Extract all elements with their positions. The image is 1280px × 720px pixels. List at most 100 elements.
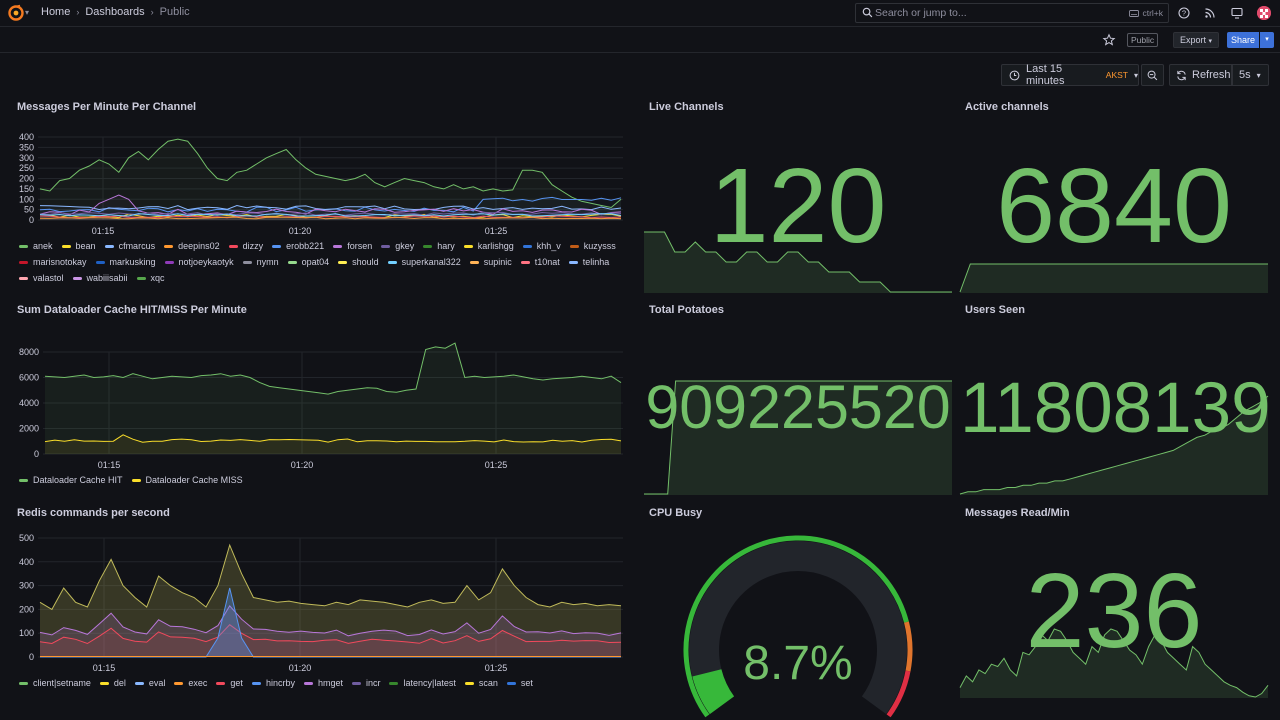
share-button[interactable]: Share <box>1227 32 1259 48</box>
messages-legend-item[interactable]: t10nat <box>520 256 560 268</box>
legend-swatch <box>463 244 473 248</box>
panel-title-messages[interactable]: Messages Per Minute Per Channel <box>17 101 197 113</box>
star-icon[interactable] <box>1102 33 1116 46</box>
messages-legend-item[interactable]: forsen <box>333 240 372 252</box>
messages-legend-item[interactable]: opat04 <box>287 256 329 268</box>
dataloader-timeseries-chart[interactable]: 8000 6000 4000 2000 0 01:15 01:20 01:25 <box>8 334 628 474</box>
redis-legend-item[interactable]: get <box>216 677 243 689</box>
messages-legend-item[interactable]: valastol <box>19 272 64 284</box>
messages-legend-item[interactable]: anek <box>19 240 53 252</box>
messages-legend-item[interactable]: deepins02 <box>164 240 220 252</box>
legend-label: markusking <box>109 257 156 267</box>
refresh-button[interactable]: Refresh <box>1169 64 1232 86</box>
messages-legend-item[interactable]: karlishgg <box>463 240 514 252</box>
legend-label: latency|latest <box>403 678 456 688</box>
messages-legend-item[interactable]: hary <box>423 240 455 252</box>
messages-legend-item[interactable]: supinic <box>469 256 512 268</box>
redis-legend-item[interactable]: del <box>99 677 126 689</box>
export-button[interactable]: Export ▾ <box>1173 32 1220 48</box>
redis-legend-item[interactable]: exec <box>174 677 207 689</box>
anek-line <box>39 138 622 209</box>
cpu-busy-value: 8.7% <box>743 637 853 690</box>
export-label: Export <box>1180 35 1207 45</box>
tv-icon[interactable] <box>1231 7 1243 19</box>
redis-legend-item[interactable]: latency|latest <box>389 677 456 689</box>
share-dropdown-button[interactable]: ▾ <box>1260 32 1274 48</box>
live-channels-sparkline <box>644 231 952 293</box>
legend-swatch <box>95 260 105 264</box>
news-icon[interactable] <box>1204 7 1216 19</box>
messages-legend-item[interactable]: dizzy <box>228 240 263 252</box>
grafana-logo-icon[interactable] <box>8 4 24 21</box>
messages-legend-item[interactable]: should <box>338 256 379 268</box>
dataloader-legend-item[interactable]: Dataloader Cache HIT <box>19 474 123 486</box>
messages-legend-item[interactable]: gkey <box>381 240 414 252</box>
search-input[interactable]: Search or jump to... ctrl+k <box>855 3 1169 23</box>
messages-legend-item[interactable]: khh_v <box>522 240 561 252</box>
messages-legend-item[interactable]: notjoeykaotyk <box>164 256 234 268</box>
chevron-down-icon[interactable]: ▾ <box>25 8 30 17</box>
redis-timeseries-chart[interactable]: 500 400 300 200 100 0 01:15 01:20 01:25 <box>8 530 628 673</box>
legend-label: should <box>352 257 379 267</box>
legend-label: client|setname <box>33 678 91 688</box>
legend-swatch <box>72 276 82 280</box>
legend-swatch <box>423 244 433 248</box>
legend-label: gkey <box>395 241 415 251</box>
redis-legend-item[interactable]: scan <box>464 677 498 689</box>
panel-title-dataloader[interactable]: Sum Dataloader Cache HIT/MISS Per Minute <box>17 304 247 316</box>
redis-legend-item[interactable]: client|setname <box>19 677 91 689</box>
avatar[interactable] <box>1257 6 1271 20</box>
legend-swatch <box>164 260 174 264</box>
messages-legend-item[interactable]: superkanal322 <box>387 256 461 268</box>
panel-title-messages-read[interactable]: Messages Read/Min <box>965 507 1070 519</box>
y-tick-label: 0 <box>29 652 34 662</box>
search-shortcut: ctrl+k <box>1129 8 1163 18</box>
messages-legend-item[interactable]: bean <box>61 240 96 252</box>
messages-legend-item[interactable]: telinha <box>568 256 610 268</box>
redis-legend-item[interactable]: eval <box>134 677 165 689</box>
messages-legend-item[interactable]: wabiiisabii <box>72 272 128 284</box>
messages-legend-item[interactable]: marisnotokay <box>19 256 87 268</box>
panel-title-live-channels[interactable]: Live Channels <box>649 101 724 113</box>
refresh-label: Refresh <box>1192 69 1231 81</box>
x-tick-label: 01:15 <box>92 226 115 236</box>
sparkline-line <box>959 628 1269 698</box>
dataloader-legend-item[interactable]: Dataloader Cache MISS <box>131 474 243 486</box>
get-line <box>39 624 622 645</box>
redis-legend-item[interactable]: incr <box>351 677 380 689</box>
panel-title-users-seen[interactable]: Users Seen <box>965 304 1025 316</box>
refresh-interval-picker[interactable]: 5s ▾ <box>1232 64 1269 86</box>
messages-legend-item[interactable]: xqc <box>136 272 165 284</box>
breadcrumb-dashboards[interactable]: Dashboards <box>85 6 145 18</box>
panel-title-cpu-busy[interactable]: CPU Busy <box>649 507 703 519</box>
redis-legend-item[interactable]: set <box>506 677 533 689</box>
y-tick-label: 300 <box>19 581 34 591</box>
redis-legend-item[interactable]: hincrby <box>251 677 295 689</box>
panel-title-redis[interactable]: Redis commands per second <box>17 507 170 519</box>
messages-legend-item[interactable]: cfmarcus <box>104 240 155 252</box>
legend-swatch <box>19 276 28 280</box>
cache-miss-area <box>45 434 621 454</box>
time-range-picker[interactable]: Last 15 minutes AKST ▾ <box>1001 63 1139 87</box>
breadcrumb-home[interactable]: Home <box>41 6 71 18</box>
legend-label: del <box>113 678 126 688</box>
legend-label: hincrby <box>265 678 295 688</box>
legend-label: telinha <box>582 257 610 267</box>
panel-title-active-channels[interactable]: Active channels <box>965 101 1049 113</box>
messages-legend-item[interactable]: markusking <box>95 256 156 268</box>
messages-read-value: 236 <box>1025 552 1203 670</box>
messages-legend-item[interactable]: kuzysss <box>569 240 616 252</box>
legend-swatch <box>568 260 578 264</box>
legend-swatch <box>19 244 28 248</box>
messages-legend-item[interactable]: erobb221 <box>272 240 324 252</box>
messages-read-sparkline <box>959 628 1269 698</box>
time-range-label: Last 15 minutes <box>1026 63 1065 87</box>
legend-label: hmget <box>317 678 343 688</box>
messages-legend-item[interactable]: nymn <box>242 256 279 268</box>
panel-title-total-potatoes[interactable]: Total Potatoes <box>649 304 724 316</box>
redis-legend-item[interactable]: hmget <box>303 677 343 689</box>
legend-swatch <box>469 260 479 264</box>
zoom-out-button[interactable] <box>1141 64 1164 86</box>
help-icon[interactable]: ? <box>1178 7 1190 19</box>
